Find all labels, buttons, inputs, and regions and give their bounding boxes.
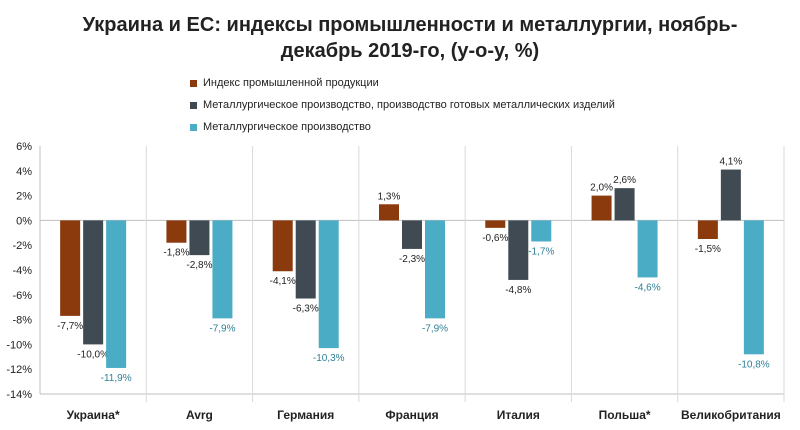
legend-item-industrial: Индекс промышленной продукции	[190, 72, 615, 94]
y-tick-label: 0%	[16, 215, 32, 227]
data-label: -10,3%	[313, 353, 345, 364]
x-tick-label: Польша*	[599, 408, 651, 422]
bar	[379, 204, 399, 221]
bar	[295, 220, 316, 299]
bar	[272, 220, 293, 272]
data-label: 2,6%	[613, 175, 636, 186]
x-tick-label: Великобритания	[681, 408, 781, 422]
data-label: -10,0%	[77, 349, 109, 360]
x-tick-label: Франция	[385, 408, 438, 422]
data-label: -1,5%	[695, 244, 721, 255]
bar	[531, 220, 552, 242]
legend-label-metallurgy: Металлургическое производство	[203, 121, 371, 133]
legend-swatch-metallurgy	[190, 123, 197, 131]
bar	[166, 220, 187, 243]
data-label: -7,9%	[422, 323, 448, 334]
y-tick-label: -6%	[12, 290, 32, 302]
bar	[720, 169, 741, 221]
bar	[485, 220, 506, 228]
bar	[614, 188, 635, 221]
legend-swatch-metal-products	[190, 101, 197, 109]
y-tick-label: -12%	[6, 364, 32, 376]
data-label: -2,8%	[186, 260, 212, 271]
data-label: 4,1%	[719, 157, 742, 168]
y-tick-label: -2%	[12, 240, 32, 252]
legend: Индекс промышленной продукции Металлурги…	[190, 72, 615, 138]
x-tick-label: Италия	[497, 408, 540, 422]
data-label: -6,3%	[293, 304, 319, 315]
bar	[212, 220, 233, 319]
bar	[83, 220, 104, 345]
x-tick-label: Украина*	[67, 408, 120, 422]
bar	[591, 195, 612, 221]
data-label: 2,0%	[590, 183, 613, 194]
bar	[60, 220, 81, 316]
y-tick-label: 6%	[16, 141, 32, 153]
y-tick-label: 2%	[16, 191, 32, 203]
y-tick-label: -8%	[12, 315, 32, 327]
data-label: -4,6%	[635, 282, 661, 293]
bar	[318, 220, 339, 349]
data-label: -0,6%	[482, 233, 508, 244]
legend-label-industrial: Индекс промышленной продукции	[203, 77, 379, 89]
x-tick-label: Avrg	[186, 408, 213, 422]
bar	[106, 220, 127, 368]
legend-swatch-industrial	[190, 79, 197, 87]
data-label: -4,8%	[505, 285, 531, 296]
bar	[402, 220, 422, 249]
bar	[743, 220, 764, 355]
legend-item-metallurgy: Металлургическое производство	[190, 116, 615, 138]
data-label: -4,1%	[270, 276, 296, 287]
y-tick-label: 4%	[16, 166, 32, 178]
data-label: -11,9%	[101, 373, 132, 384]
bar	[425, 220, 445, 319]
chart-title-line-1: Украина и ЕС: индексы промышленности и м…	[82, 14, 738, 36]
data-label: -1,7%	[528, 246, 554, 257]
y-tick-label: -4%	[12, 265, 32, 277]
legend-item-metal-products: Металлургическое производство, производс…	[190, 94, 615, 116]
y-tick-label: -10%	[6, 339, 32, 351]
data-label: -10,8%	[738, 359, 770, 370]
bar	[697, 220, 718, 239]
bar	[508, 220, 529, 280]
bar	[189, 220, 210, 256]
data-label: -2,3%	[399, 254, 425, 265]
chart-title-line-2: декабрь 2019-го, (y-o-y, %)	[280, 40, 540, 62]
data-label: -1,8%	[163, 248, 189, 259]
data-label: -7,9%	[209, 323, 235, 334]
legend-label-metal-products: Металлургическое производство, производс…	[203, 99, 615, 111]
x-tick-label: Германия	[277, 408, 334, 422]
y-tick-label: -14%	[6, 389, 32, 401]
bar	[637, 220, 658, 278]
data-label: -7,7%	[57, 321, 83, 332]
data-label: 1,3%	[378, 191, 401, 202]
